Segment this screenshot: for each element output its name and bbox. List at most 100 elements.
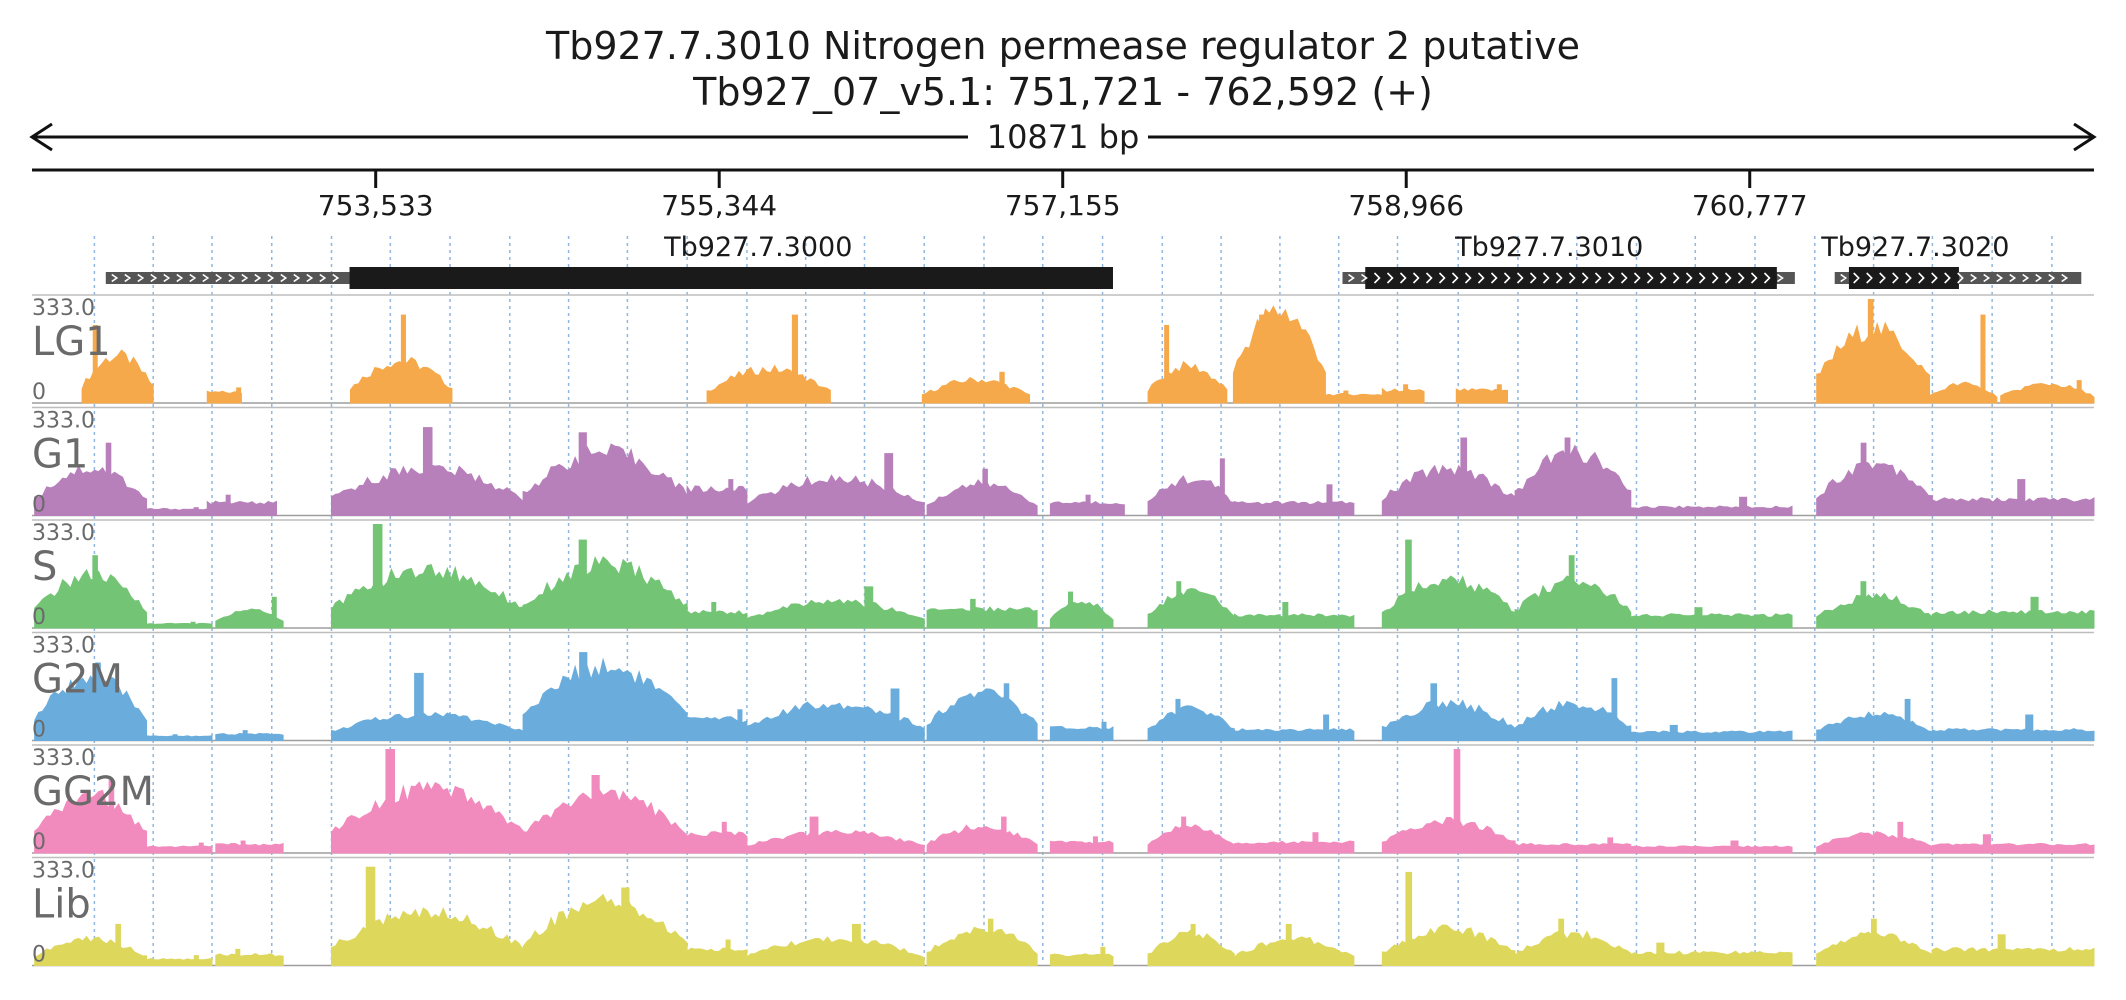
coverage-area [926,479,1038,516]
coverage-peak [809,816,819,853]
coverage-peak [1860,442,1867,516]
coverage-peak [271,596,277,628]
coverage-peak [1285,923,1292,966]
coverage-peak [1870,918,1877,966]
coverage-peak [240,840,246,853]
coverage-area [146,957,213,966]
coverage-area [331,564,524,629]
coverage-area [34,671,148,741]
coverage-area [1816,592,1933,629]
coverage-area [331,712,524,741]
gene-track: Tb927.7.3000 Tb927.7.3010 Tb927.7.3020 [105,232,2082,289]
coverage-area [34,465,148,516]
coverage-peak [2076,380,2082,403]
gene-label: Tb927.7.3020 [1820,232,2009,263]
coverage-peak [1323,714,1330,741]
coverage-area [1514,930,1632,966]
coverage-area [1147,824,1235,854]
coverage-area [331,781,524,854]
coverage-peak [1190,923,1196,966]
coverage-area [215,953,284,966]
track-g2m: 333.0 0 G2M [32,631,2095,743]
coverage-area [1455,388,1509,404]
coverage-area [206,500,277,516]
coverage-peak [1860,581,1867,628]
coverage-area [1233,936,1355,966]
coverage-peak [1100,946,1106,966]
strand-arrows [1348,272,1784,284]
coverage-peak [591,775,600,853]
tick-label: 758,966 [1348,189,1464,222]
coverage-peak [95,662,101,741]
coverage-peak [1611,678,1618,741]
track-min-label: 0 [32,943,46,968]
coverage-area [1630,730,1793,741]
coverage-peak [2030,596,2039,628]
coverage-peak [1067,591,1073,628]
coverage-peak [728,479,734,516]
coverage-area [1049,726,1114,741]
coverage-peak [1101,721,1107,741]
coverage-peak [1003,683,1010,741]
gene-cds [1365,267,1777,289]
coverage-area [1147,475,1235,516]
span-arrowhead-right [2073,122,2097,152]
gene-cds [1848,267,1959,289]
track-max-label: 333.0 [32,746,95,771]
coverage-peak [1656,942,1665,966]
coverage-area [926,926,1038,966]
coverage-area [146,845,213,854]
coverage-peak [1403,384,1409,403]
coverage-area [1049,953,1114,966]
coverage-area [1931,946,2095,966]
track-min-label: 0 [32,605,46,630]
coverage-peak [1739,496,1748,516]
coverage-area [686,609,748,629]
coverage-peak [1564,437,1571,516]
coverage-area [706,364,831,404]
coverage-peak [105,442,112,516]
gene-cds [349,267,1113,289]
coverage-peak [1904,698,1911,741]
coverage-peak [372,524,383,628]
coverage-area [215,732,284,741]
coverage-area [215,608,284,629]
coverage-area [146,508,213,516]
coverage-peak [422,427,433,516]
coverage-peak [1568,555,1575,628]
coverage-peak [1405,871,1413,966]
track-gg2m: 333.0 0 GG2M [32,744,2095,855]
coverage-peak [999,371,1005,403]
track-lg1: 333.0 0 LG1 [32,294,2095,405]
coverage-peak [970,598,976,628]
strand-arrows [111,273,340,283]
coverage-area [746,474,925,516]
coverage-area [522,657,688,741]
coverage-peak [1092,836,1098,853]
coverage-peak [851,923,861,966]
track-min-label: 0 [32,493,46,518]
coverage-area [522,788,688,854]
span-arrowhead-left [29,122,53,152]
gene-label: Tb927.7.3000 [663,232,852,263]
coverage-tracks: 333.00LG1333.00G1333.00S333.00G2M333.00G… [32,294,2095,968]
coverage-peak [235,948,241,966]
coverage-peak [1343,390,1349,403]
coverage-peak [1405,539,1412,628]
span-arrow: 10871 bp [29,118,2097,156]
coverage-peak [1980,314,1986,403]
coverage-peak [1001,816,1007,853]
coverage-peak [1997,934,2006,966]
coverage-peak [864,586,874,628]
coverage-area [1816,460,1933,516]
coverage-peak [198,842,204,853]
coverage-peak [791,314,799,403]
coverage-peak [1607,837,1614,853]
coverage-peak [1259,314,1265,403]
track-lib: 333.0 0 Lib [32,856,2095,968]
coverage-area [1381,924,1516,966]
strand-arrows [1840,272,2069,284]
coverage-area [1931,728,2095,741]
coverage-area [926,606,1038,629]
